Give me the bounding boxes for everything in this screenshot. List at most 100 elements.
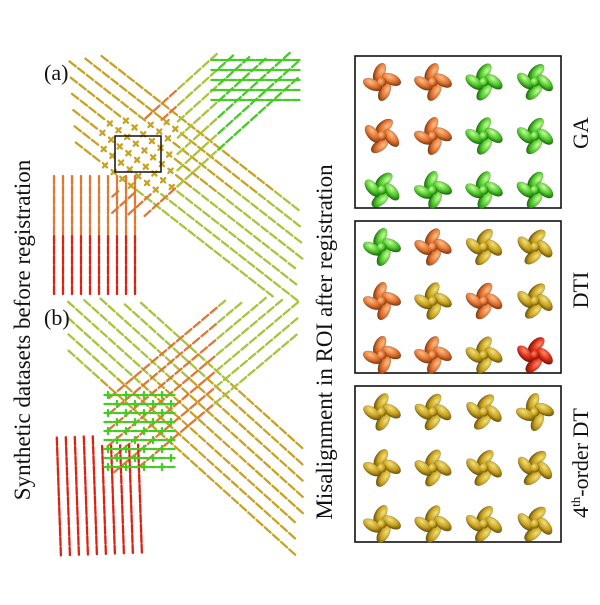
fiber-segment <box>288 452 294 457</box>
fiber-segment <box>173 434 179 439</box>
fiber-segment <box>257 363 263 368</box>
fiber-segment <box>247 246 253 251</box>
fiber-segment <box>233 352 239 357</box>
fiber-segment <box>128 209 134 214</box>
fiber-segment <box>133 312 139 317</box>
fiber-segment <box>84 316 90 321</box>
fiber-segment <box>231 416 237 421</box>
fiber-segment <box>104 88 110 93</box>
fiber-segment <box>211 54 217 59</box>
fiber-segment <box>190 363 196 368</box>
fiber-segment <box>195 69 201 74</box>
fiber-segment <box>232 368 238 373</box>
fiber-segment <box>101 315 107 320</box>
fiber-segment <box>283 325 289 330</box>
fiber-segment <box>225 342 231 347</box>
fiber-segment <box>289 263 295 268</box>
fiber-segment <box>267 292 273 297</box>
fiber-segment <box>209 186 215 191</box>
fiber-segment <box>240 164 246 169</box>
fiber-segment <box>89 107 95 112</box>
fiber-segment <box>207 411 213 416</box>
fiber-segment <box>215 382 221 387</box>
fiber-segment <box>217 177 223 182</box>
fiber-segment <box>177 191 183 196</box>
fiber-segment <box>218 193 224 198</box>
fiber-segment <box>210 135 216 140</box>
fiber-segment <box>158 334 164 339</box>
fiber-segment <box>240 505 246 510</box>
fiber-segment <box>297 459 303 464</box>
fiber-segment <box>231 433 237 438</box>
fiber-segment <box>202 110 208 115</box>
fiber-segment <box>133 344 139 349</box>
fiber-segment <box>244 213 250 218</box>
fiber-segment <box>190 347 196 352</box>
fiber-segment <box>275 93 281 98</box>
fiber-segment <box>199 436 205 441</box>
fiber-segment <box>282 342 288 347</box>
fiber-segment <box>212 218 218 223</box>
fiber-segment <box>216 160 222 165</box>
fiber-segment <box>240 489 246 494</box>
fiber-segment <box>235 303 241 308</box>
fiber-segment <box>289 500 295 505</box>
fiber-segment <box>77 358 83 363</box>
fiber-segment <box>281 493 287 498</box>
fiber-segment <box>227 72 233 77</box>
fiber-segment <box>114 111 120 116</box>
fiber-segment <box>232 449 238 454</box>
fiber-segment <box>225 359 231 364</box>
fiber-segment <box>145 90 151 95</box>
fiber-segment <box>137 99 143 104</box>
fiber-segment <box>218 333 224 338</box>
fiber-segment <box>240 377 246 382</box>
fiber-segment <box>179 208 185 213</box>
fiber-segment <box>142 381 148 386</box>
fiber-segment <box>248 431 254 436</box>
fiber-segment <box>234 319 240 324</box>
fiber-segment <box>237 223 243 228</box>
fiber-segment <box>203 212 209 217</box>
fiber-segment <box>133 361 139 366</box>
fiber-segment <box>155 113 161 118</box>
fiber-segment <box>197 237 203 242</box>
fiber-segment <box>182 394 188 399</box>
fiber-segment <box>259 194 265 199</box>
fiber-segment <box>199 468 205 473</box>
fiber-segment <box>78 68 84 73</box>
fiber-segment <box>256 438 262 443</box>
fiber-segment <box>272 469 278 474</box>
fiber-segment <box>217 350 223 355</box>
fiber-segment <box>201 179 207 184</box>
fiber-segment <box>258 178 264 183</box>
fiber-segment <box>199 396 205 401</box>
fiber-segment <box>241 361 247 366</box>
fiber-segment <box>241 345 247 350</box>
fiber-segment <box>265 511 271 516</box>
fiber-segment <box>280 477 286 482</box>
fiber-segment <box>198 371 204 376</box>
fiber-segment <box>248 464 254 469</box>
fiber-segment <box>190 403 196 408</box>
fiber-segment <box>242 181 248 186</box>
fiber-segment <box>231 400 237 405</box>
fiber-segment <box>216 366 222 371</box>
fiber-segment <box>186 92 192 97</box>
fiber-segment <box>288 435 294 440</box>
fiber-segment <box>139 116 145 121</box>
fiber-segment <box>71 78 77 83</box>
glyph-box-1 <box>355 56 561 215</box>
fiber-segment <box>291 335 297 340</box>
fiber-segment <box>273 266 279 271</box>
fiber-segment <box>117 346 123 351</box>
fiber-segment <box>76 325 82 330</box>
fiber-segment <box>258 285 264 290</box>
fiber-segment <box>137 202 143 207</box>
fiber-segment <box>182 356 188 361</box>
fiber-segment <box>93 356 99 361</box>
fiber-segment <box>125 337 131 342</box>
fiber-segment <box>243 106 249 111</box>
